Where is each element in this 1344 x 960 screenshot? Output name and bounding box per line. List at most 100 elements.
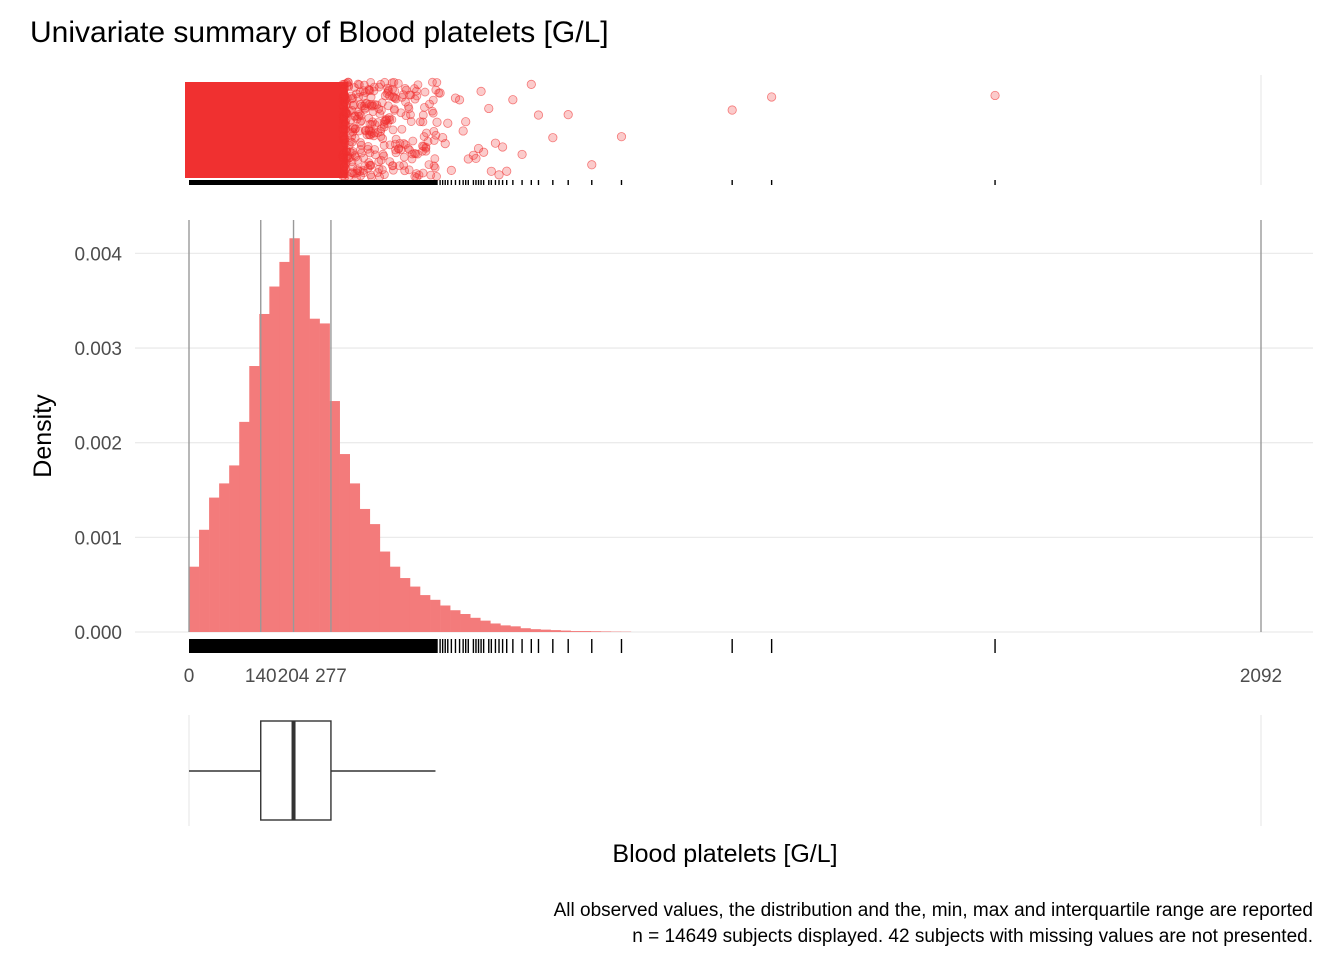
iqr-box — [260, 720, 332, 821]
jitter-point — [418, 117, 428, 127]
histogram-bar — [319, 323, 330, 632]
jitter-point — [347, 168, 357, 178]
jitter-point — [368, 107, 378, 117]
jitter-point — [376, 105, 386, 115]
histogram-bar — [409, 586, 421, 632]
jitter-outlier-point — [517, 149, 527, 160]
jitter-outlier-point — [767, 92, 777, 102]
top-rug-dense-band — [189, 180, 438, 185]
histogram-bar — [580, 631, 592, 632]
jitter-point — [388, 161, 397, 171]
histogram-bar — [430, 599, 441, 632]
jitter-point — [432, 172, 441, 181]
histogram-bar — [249, 366, 260, 632]
jitter-outlier-point — [548, 133, 558, 143]
jitter-outlier-point — [616, 132, 627, 142]
x-tick-label: 140 — [245, 666, 277, 687]
histogram-bar — [530, 629, 541, 632]
jitter-point — [407, 149, 417, 159]
jitter-outlier-point — [727, 105, 737, 115]
jitter-point — [429, 126, 439, 136]
histogram-bar — [510, 626, 521, 632]
jitter-point — [378, 134, 388, 144]
jitter-point — [407, 154, 417, 164]
jitter-point — [383, 101, 393, 111]
histogram-bar — [369, 524, 381, 632]
y-tick-label: 0.004 — [74, 244, 122, 265]
x-tick-label: 277 — [315, 666, 347, 687]
jitter-point — [341, 94, 351, 104]
histogram-bar — [379, 551, 391, 632]
x-tick-label: 0 — [184, 666, 195, 687]
jitter-point — [363, 141, 373, 151]
jitter-point — [380, 77, 390, 87]
histogram-bar — [329, 401, 340, 632]
histogram-bar — [199, 529, 210, 632]
jitter-point — [342, 155, 352, 165]
chart-title: Univariate summary of Blood platelets [G… — [30, 16, 609, 49]
jitter-point — [420, 87, 430, 97]
jitter-point — [385, 115, 395, 125]
jitter-point — [345, 137, 355, 146]
histogram-bar — [229, 465, 240, 632]
jitter-point — [366, 77, 376, 87]
jitter-point — [367, 129, 377, 138]
histogram-bar — [460, 614, 471, 632]
jitter-point — [400, 166, 410, 176]
histogram-bar — [560, 630, 571, 632]
jitter-point — [391, 134, 401, 144]
jitter-point — [356, 140, 366, 150]
jitter-point — [340, 125, 350, 134]
jitter-outlier-point — [484, 103, 494, 114]
jitter-point — [389, 77, 399, 87]
jitter-point — [369, 86, 379, 96]
jitter-point — [363, 164, 373, 173]
y-axis-title: Density — [29, 394, 57, 478]
jitter-outlier-point — [486, 166, 496, 176]
histogram-bar — [219, 483, 230, 632]
jitter-outlier-point — [463, 154, 473, 164]
jitter-point — [377, 165, 387, 175]
histogram-bar — [490, 623, 501, 632]
histogram-bar — [359, 508, 371, 632]
y-tick-label: 0.003 — [74, 339, 122, 360]
jitter-point — [397, 92, 407, 102]
histogram-bar — [550, 630, 561, 632]
jitter-point — [379, 170, 389, 180]
jitter-point — [418, 168, 428, 178]
jitter-outlier-point — [440, 139, 450, 149]
jitter-point — [382, 89, 392, 98]
jitter-point — [360, 103, 370, 113]
jitter-point — [351, 89, 361, 99]
histogram-bar — [269, 286, 280, 632]
jitter-point — [385, 157, 395, 167]
jitter-outlier-point — [587, 160, 597, 170]
histogram-bar — [399, 578, 411, 632]
jitter-point — [388, 125, 398, 135]
jitter-point — [428, 77, 437, 87]
histogram-bar — [339, 454, 350, 632]
jitter-outlier-point — [533, 110, 544, 120]
boxplot-panel — [188, 715, 1262, 826]
x-tick-label: 204 — [278, 666, 310, 687]
jitter-point — [367, 119, 377, 129]
jitter-point — [340, 120, 350, 130]
jitter-panel — [185, 75, 1262, 185]
histogram-bar — [440, 605, 451, 632]
jitter-point — [430, 163, 440, 173]
jitter-outlier-point — [458, 126, 468, 136]
histogram-bar — [299, 255, 310, 632]
jitter-outlier-point — [435, 88, 445, 98]
jitter-point — [341, 107, 351, 117]
jitter-point — [376, 79, 386, 89]
histogram-bar — [470, 617, 481, 632]
jitter-point — [415, 117, 425, 127]
caption-line-1: All observed values, the distribution an… — [554, 900, 1313, 921]
jitter-point — [429, 136, 439, 145]
jitter-outlier-point — [476, 86, 486, 97]
histogram-bar — [500, 625, 511, 632]
jitter-outlier-point — [471, 153, 481, 164]
histogram-bar — [239, 421, 250, 632]
histogram-bar — [540, 629, 551, 632]
